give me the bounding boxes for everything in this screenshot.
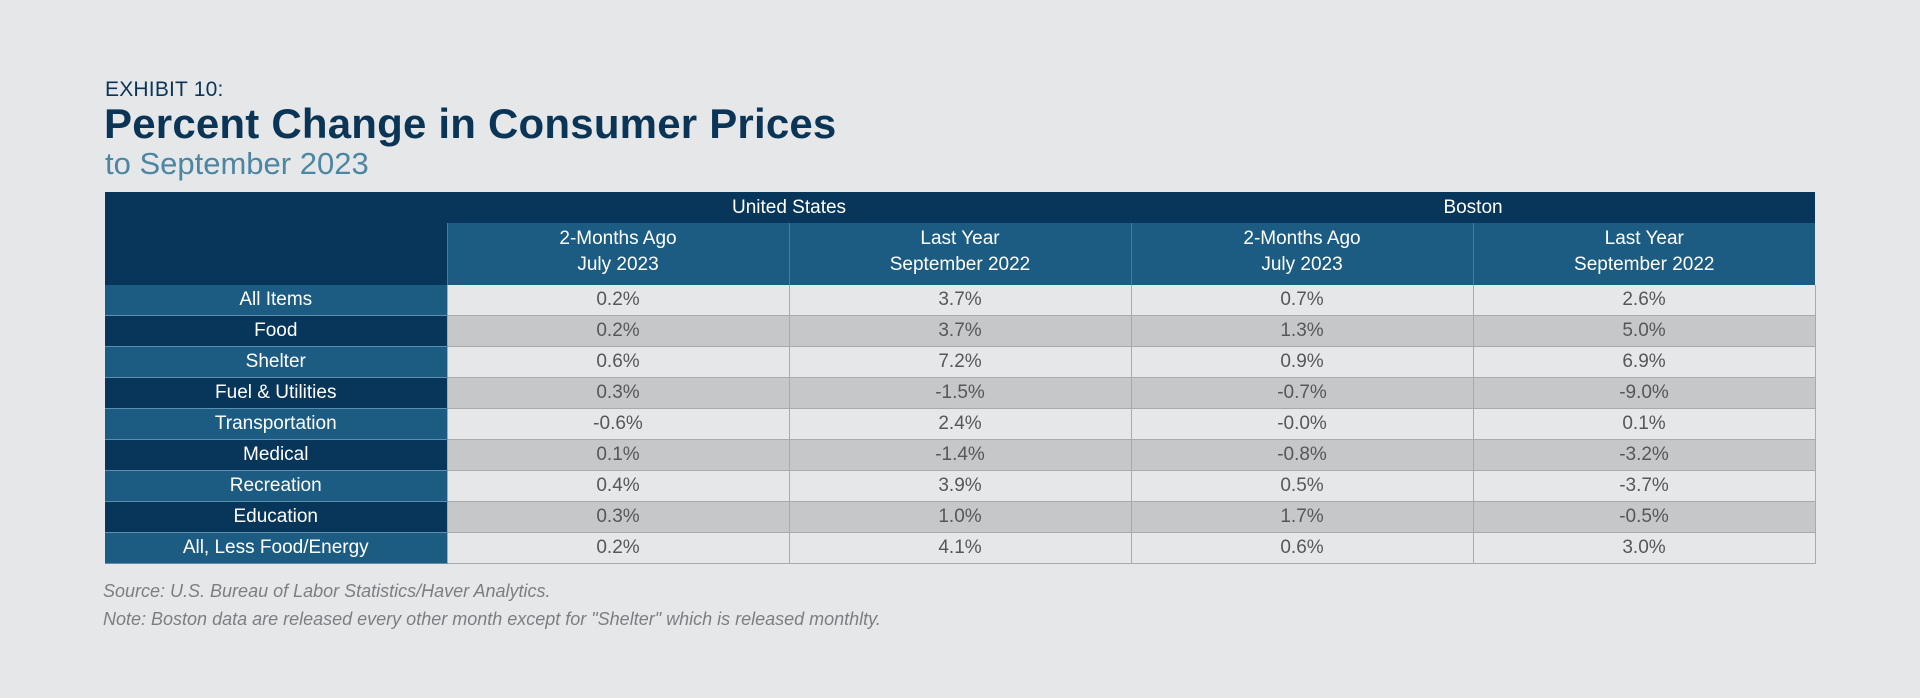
table-cell: 1.7% [1130,501,1474,533]
table-cell: -1.5% [788,377,1132,409]
table-cell: 0.3% [446,501,789,533]
table-cell: 0.3% [446,377,789,409]
table-cell: 3.0% [1472,532,1816,564]
footnotes: Source: U.S. Bureau of Labor Statistics/… [103,577,881,633]
sub-header-row-1: 2-Months Ago Last Year 2-Months Ago Last… [105,223,1816,254]
table-cell: 4.1% [788,532,1132,564]
group-header-row: United States Boston [105,192,1816,285]
table-cell: 6.9% [1472,346,1816,378]
row-label: All Items [105,285,447,316]
table-row: Fuel & Utilities 0.3% -1.5% -0.7% -9.0% [105,377,1816,409]
table-row: All, Less Food/Energy 0.2% 4.1% 0.6% 3.0… [105,532,1816,564]
table-cell: 3.7% [788,315,1132,347]
table-cell: -0.8% [1130,439,1474,471]
table-cell: 0.6% [446,346,789,378]
table-cell: 1.0% [788,501,1132,533]
group-header-us: United States [447,192,1132,223]
row-label: All, Less Food/Energy [105,532,447,564]
group-header-boston: Boston [1131,192,1816,223]
source-note: Source: U.S. Bureau of Labor Statistics/… [103,581,551,601]
table-cell: 0.2% [446,285,789,316]
table-row: Food 0.2% 3.7% 1.3% 5.0% [105,315,1816,347]
consumer-prices-table: United States Boston 2-Months Ago Last Y… [105,192,1816,564]
table-row: Medical 0.1% -1.4% -0.8% -3.2% [105,439,1816,471]
table-cell: 2.4% [788,408,1132,440]
table-cell: -0.5% [1472,501,1816,533]
table-cell: 0.5% [1130,470,1474,502]
row-label: Food [105,315,447,347]
release-note: Note: Boston data are released every oth… [103,609,881,629]
row-label: Fuel & Utilities [105,377,447,409]
table-row: Recreation 0.4% 3.9% 0.5% -3.7% [105,470,1816,502]
page-title: Percent Change in Consumer Prices [104,100,837,147]
table-cell: 0.7% [1130,285,1474,316]
table-cell: 0.9% [1130,346,1474,378]
table-cell: -3.7% [1472,470,1816,502]
table-row: Transportation -0.6% 2.4% -0.0% 0.1% [105,408,1816,440]
table-cell: 0.1% [1472,408,1816,440]
sub-header-us-two-months-date: July 2023 [446,254,789,285]
sub-header-us-last-year-date: September 2022 [788,254,1132,285]
table-cell: 0.1% [446,439,789,471]
row-label: Shelter [105,346,447,378]
table-cell: -3.2% [1472,439,1816,471]
table-cell: 3.7% [788,285,1132,316]
row-label: Education [105,501,447,533]
exhibit-label: EXHIBIT 10: [105,78,224,101]
sub-header-boston-last-year: Last Year [1472,223,1816,254]
table-cell: -0.0% [1130,408,1474,440]
table-cell: 7.2% [788,346,1132,378]
table-corner [105,192,447,285]
table-cell: -0.7% [1130,377,1474,409]
table-cell: -1.4% [788,439,1132,471]
table-cell: 1.3% [1130,315,1474,347]
table-cell: -9.0% [1472,377,1816,409]
sub-header-row-2: July 2023 September 2022 July 2023 Septe… [105,254,1816,285]
row-label: Transportation [105,408,447,440]
table-cell: 5.0% [1472,315,1816,347]
table-cell: -0.6% [446,408,789,440]
table-cell: 0.6% [1130,532,1474,564]
table-row: All Items 0.2% 3.7% 0.7% 2.6% [105,285,1816,316]
table-row: Education 0.3% 1.0% 1.7% -0.5% [105,501,1816,533]
row-label: Recreation [105,470,447,502]
page-subtitle: to September 2023 [105,146,369,181]
sub-header-boston-two-months-date: July 2023 [1130,254,1474,285]
sub-header-us-two-months: 2-Months Ago [446,223,789,254]
sub-header-us-last-year: Last Year [788,223,1132,254]
sub-header-boston-two-months: 2-Months Ago [1130,223,1474,254]
table-cell: 0.2% [446,532,789,564]
table-cell: 2.6% [1472,285,1816,316]
table-cell: 3.9% [788,470,1132,502]
table-cell: 0.2% [446,315,789,347]
row-label: Medical [105,439,447,471]
sub-header-boston-last-year-date: September 2022 [1472,254,1816,285]
table-cell: 0.4% [446,470,789,502]
table-row: Shelter 0.6% 7.2% 0.9% 6.9% [105,346,1816,378]
